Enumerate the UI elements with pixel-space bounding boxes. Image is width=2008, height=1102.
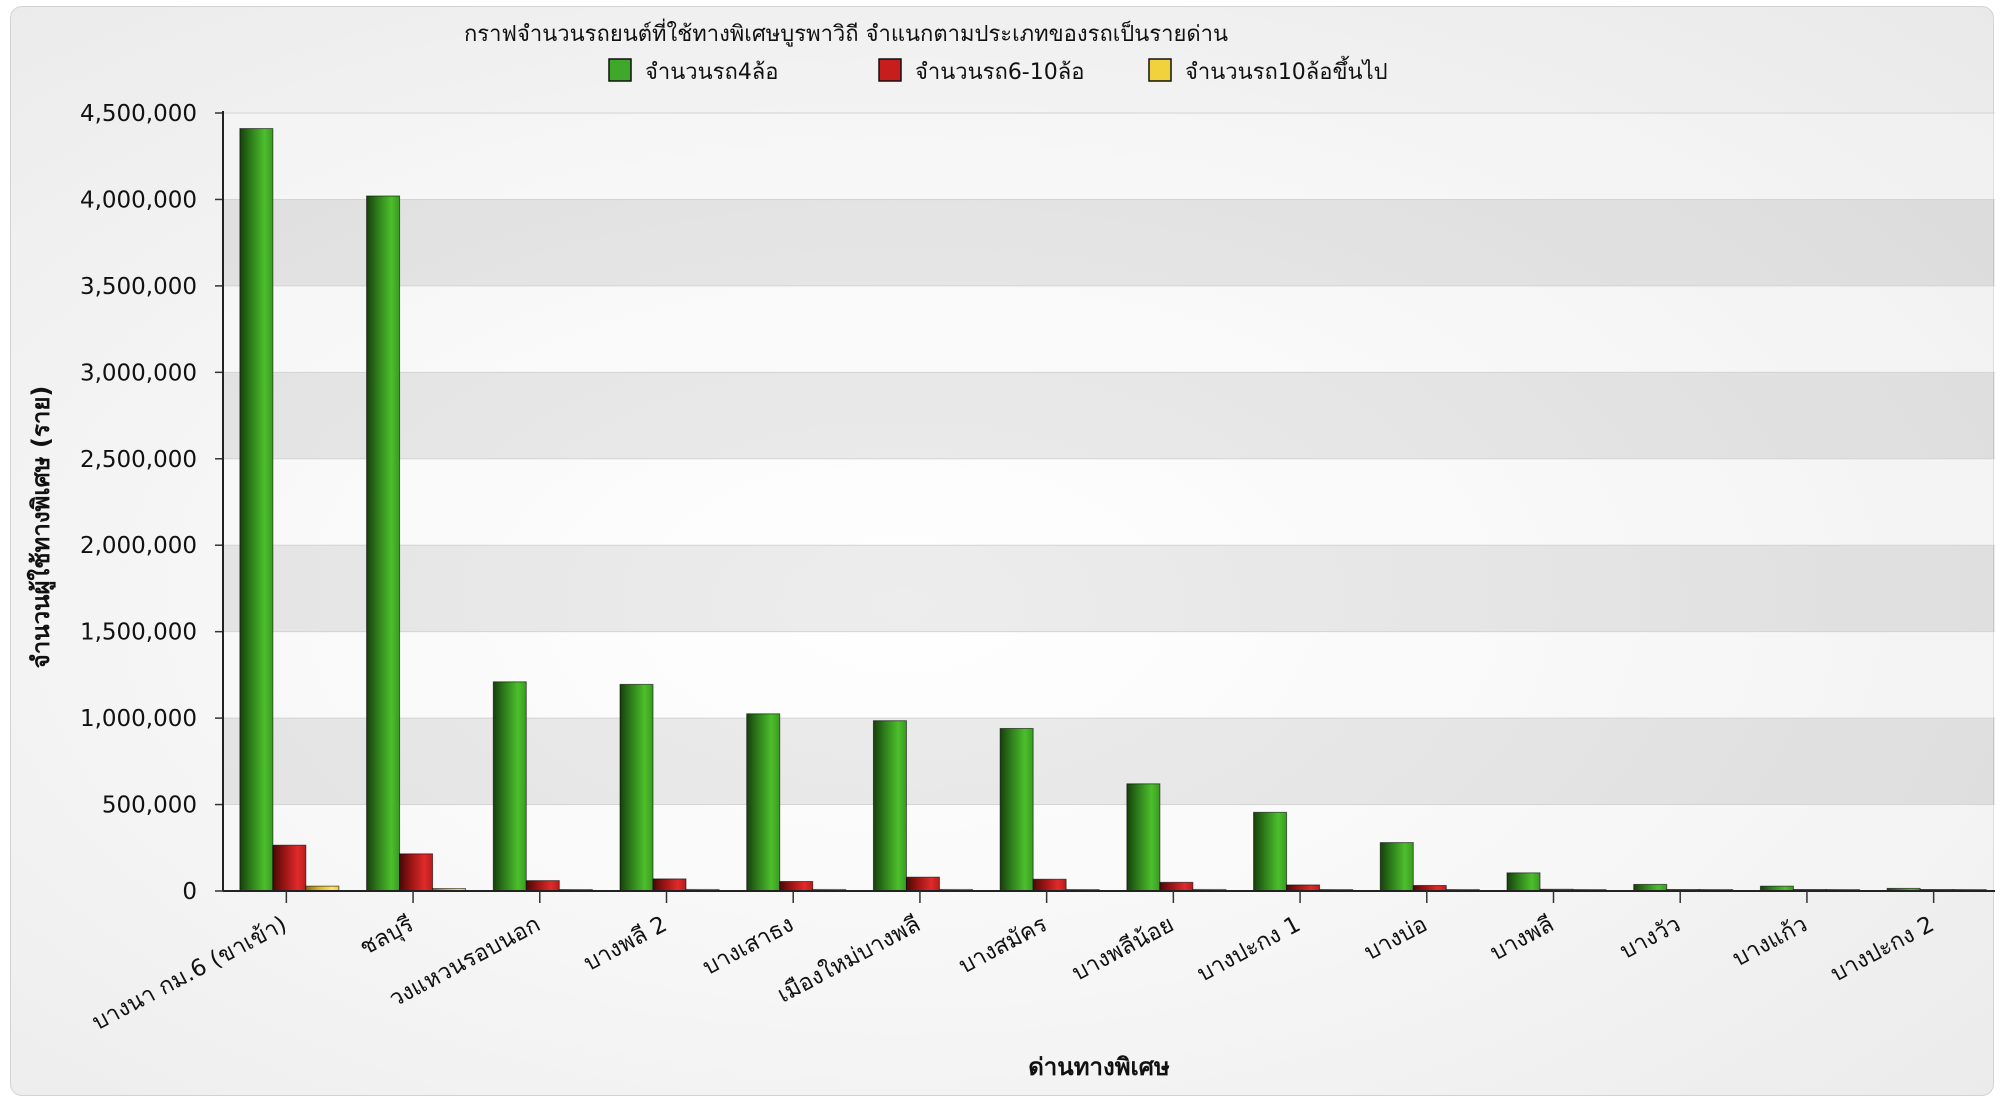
legend-label-10plus-wheel: จำนวนรถ10ล้อขึ้นไป [1185,56,1388,85]
x-tick-label: ชลบุรี [356,911,418,961]
y-axis-title: จำนวนผู้ใช้ทางพิเศษ (ราย) [26,386,56,669]
grid-band [223,631,1995,719]
grid-band [223,285,1995,373]
legend-swatch-6-10-wheel [878,58,902,82]
bar-4-wheel [999,727,1034,892]
x-tick-label: บางปะกง 1 [1193,911,1305,987]
y-tick-label: 2,500,000 [80,447,197,473]
x-tick-label: บางปะกง 2 [1827,911,1939,987]
grid-band [223,199,1995,286]
x-tick-label: บางสมัคร [955,911,1052,979]
axes [222,111,1995,892]
bar-4-wheel [366,195,401,892]
x-tick-label: บางวัว [1616,911,1685,964]
bar-6-10-wheel [905,876,940,892]
legend-swatch-4-wheel [608,58,632,82]
x-tick-label: บางนา กม.6 (ขาเข้า) [88,911,291,1035]
grid-band [223,113,1995,200]
y-tick-label: 4,000,000 [80,187,197,213]
y-tick-label: 1,500,000 [80,620,197,646]
bar-4-wheel [1506,872,1541,892]
x-tick-label: บางพลีน้อย [1068,911,1178,986]
bar-6-10-wheel [652,878,687,892]
grid-band [223,458,1995,546]
y-tick-label: 500,000 [102,793,197,819]
y-tick-label: 2,000,000 [80,533,197,559]
bar-6-10-wheel [1032,878,1067,892]
bar-4-wheel [239,128,274,892]
x-tick-label: เมืองใหม่บางพลี [773,910,925,1008]
x-axis-title: ด่านทางพิเศษ [1028,1053,1170,1081]
bar-4-wheel [1126,783,1161,892]
bar-4-wheel [872,720,907,892]
legend-label-4-wheel: จำนวนรถ4ล้อ [645,60,779,85]
legend-label-6-10-wheel: จำนวนรถ6-10ล้อ [915,60,1084,85]
grid-band [223,372,1995,459]
x-tick-label: บางพลี [1486,911,1558,966]
y-tick-label: 4,500,000 [80,101,197,127]
bar-6-10-wheel [1159,881,1194,892]
chart-frame: กราฟจำนวนรถยนต์ที่ใช้ทางพิเศษบูรพาวิถี จ… [10,6,1995,1096]
bar-4-wheel [1379,842,1414,892]
grid-band [223,545,1995,632]
x-tick-label: บางบ่อ [1360,911,1432,965]
x-tick-label: บางแก้ว [1729,911,1812,972]
y-tick-label: 3,500,000 [80,274,197,300]
y-tick-label: 1,000,000 [80,706,197,732]
grid-bands [223,113,1995,891]
y-axis-ticks: 0 500,000 1,000,000 1,500,000 2,000,000 2,500… [80,101,223,905]
bar-6-10-wheel [399,853,434,892]
bar-4-wheel [1253,811,1288,892]
bar-6-10-wheel [525,880,560,892]
y-tick-label: 3,000,000 [80,360,197,386]
bar-4-wheel [746,713,781,892]
grid-band [223,718,1995,805]
chart-svg: กราฟจำนวนรถยนต์ที่ใช้ทางพิเศษบูรพาวิถี จ… [26,18,1995,1081]
x-tick-label: บางพลี 2 [580,911,672,976]
bar-4-wheel [492,681,527,892]
chart-title: กราฟจำนวนรถยนต์ที่ใช้ทางพิเศษบูรพาวิถี จ… [464,18,1228,47]
grid-band [223,804,1995,891]
x-tick-label: บางเสาธง [699,911,798,980]
bar-4-wheel [619,683,654,892]
bar-6-10-wheel [272,844,307,892]
y-tick-label: 0 [182,879,197,905]
bar-6-10-wheel [779,880,814,892]
legend-swatch-10plus-wheel [1148,58,1172,82]
x-axis-ticks: บางนา กม.6 (ขาเข้า) ชลบุรีวงแหวนรอบนอก บาง… [88,891,1938,1036]
bars [239,128,1987,892]
legend: จำนวนรถ4ล้อ จำนวนรถ6-10ล้อ จำนวนรถ10ล้อขึ้… [608,56,1388,85]
